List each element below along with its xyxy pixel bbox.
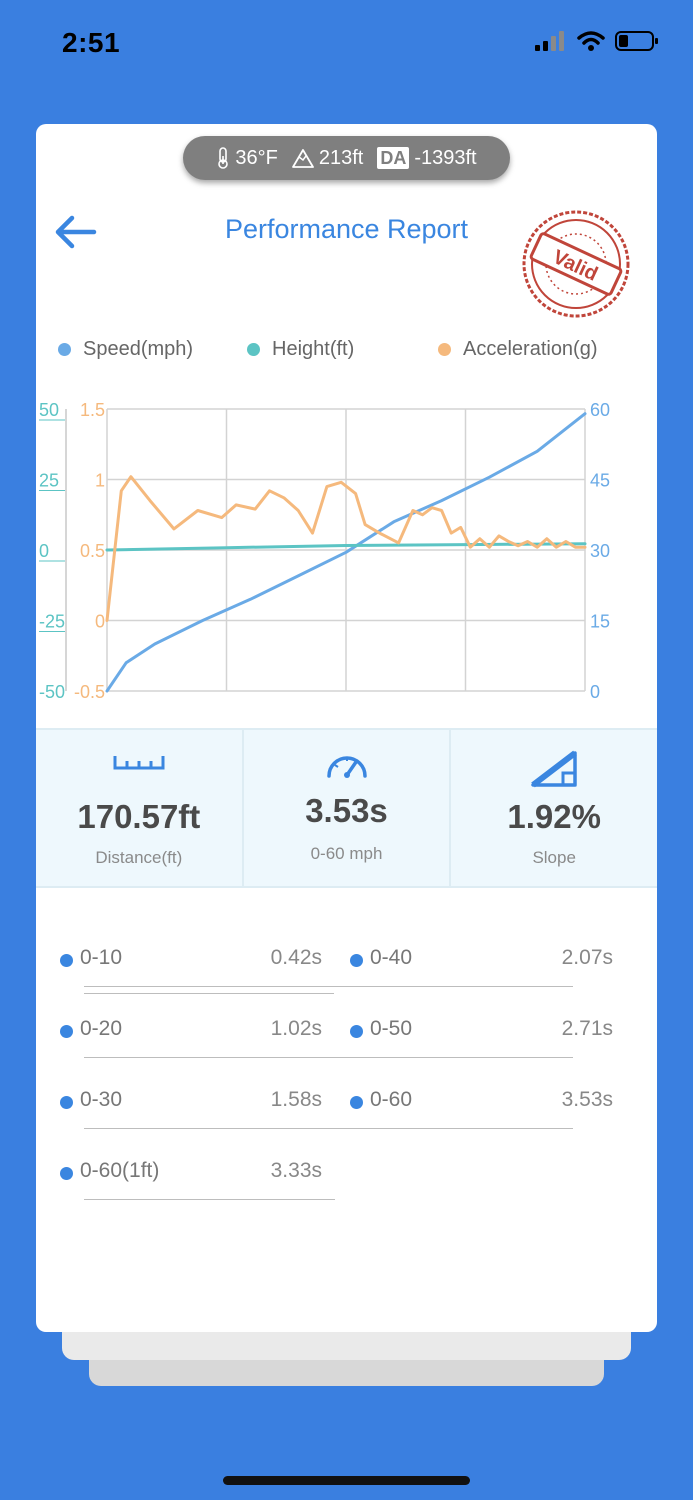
zero-to-sixty-label: 0-60 mph <box>310 844 383 863</box>
density-altitude-value: -1393ft <box>414 146 477 169</box>
height-series-line <box>105 542 587 552</box>
split-value: 1.58s <box>270 1088 322 1111</box>
split-value: 2.07s <box>561 946 613 969</box>
split-row: 0-60(1ft) 3.33s <box>36 1143 322 1193</box>
split-value: 0.42s <box>270 946 322 969</box>
right-axis-tick-label: 15 <box>590 612 610 632</box>
thermometer-icon <box>218 147 229 169</box>
slope-icon <box>531 750 577 788</box>
split-label: 0-60(1ft) <box>80 1159 160 1182</box>
legend-dot-acceleration <box>438 343 451 356</box>
split-value: 1.02s <box>270 1017 322 1040</box>
left-axis-tick-label: -25 <box>39 612 65 632</box>
acceleration-axis-tick-label: 0 <box>95 612 105 632</box>
valid-stamp: Valid <box>522 210 630 318</box>
legend-label-height: Height(ft) <box>272 338 355 360</box>
split-divider <box>84 986 573 987</box>
split-dot <box>350 1025 363 1038</box>
legend-item-acceleration: Acceleration(g) <box>438 338 598 361</box>
legend-item-speed: Speed(mph) <box>58 338 193 361</box>
report-card: 36°F 213ft DA -1393ft Performance Report… <box>36 124 657 1332</box>
zero-to-sixty-value: 3.53s <box>305 792 388 829</box>
temperature-value: 36°F <box>235 146 278 169</box>
performance-chart: 50 25 0 -25 -50 1.5 1 0.5 0 -0.5 60 45 30 15 0 <box>39 400 610 700</box>
environment-pill: 36°F 213ft DA -1393ft <box>183 136 510 180</box>
da-badge: DA <box>377 147 410 169</box>
distance-label: Distance(ft) <box>95 848 183 867</box>
split-row: 0-20 1.02s <box>36 1001 322 1051</box>
arrow-left-icon <box>55 215 97 249</box>
legend-label-acceleration: Acceleration(g) <box>463 338 598 360</box>
split-value: 3.33s <box>270 1159 322 1182</box>
left-axis-tick-label: 25 <box>39 471 59 491</box>
stat-slope: 1.92% Slope <box>449 730 657 886</box>
acceleration-axis-tick-label: 0.5 <box>80 541 105 561</box>
right-axis-tick-label: 45 <box>590 471 610 491</box>
split-row: 0-50 2.71s <box>326 1001 613 1051</box>
split-label: 0-60 <box>370 1088 413 1111</box>
stat-zero-to-sixty: 3.53s 0-60 mph <box>241 730 450 886</box>
split-dot <box>60 1096 73 1109</box>
split-label: 0-20 <box>80 1017 123 1040</box>
split-dot <box>60 1025 73 1038</box>
split-divider <box>84 993 334 994</box>
legend-dot-speed <box>58 343 71 356</box>
status-bar: 2:51 <box>0 0 693 90</box>
right-axis-tick-label: 0 <box>590 682 600 700</box>
stats-row: 170.57ft Distance(ft) 3.53s 0-60 mph 1.9… <box>36 728 657 888</box>
split-value: 2.71s <box>561 1017 613 1040</box>
slope-value: 1.92% <box>507 798 601 835</box>
legend-label-speed: Speed(mph) <box>83 338 194 360</box>
acceleration-axis-tick-label: 1.5 <box>80 400 105 420</box>
split-row: 0-10 0.42s <box>36 930 334 994</box>
speed-series-line <box>105 412 587 693</box>
acceleration-axis-tick-label: -0.5 <box>74 682 105 700</box>
split-label: 0-50 <box>370 1017 413 1040</box>
split-row: 0-60 3.53s <box>326 1072 613 1122</box>
status-icons <box>535 30 659 52</box>
density-altitude-item: DA -1393ft <box>377 146 477 170</box>
split-dot <box>350 1096 363 1109</box>
split-label: 0-10 <box>80 946 123 969</box>
distance-value: 170.57ft <box>77 798 201 835</box>
signal-icon <box>535 31 564 51</box>
split-divider <box>84 1199 335 1200</box>
split-divider <box>84 1057 573 1058</box>
legend-item-height: Height(ft) <box>247 338 354 361</box>
right-axis-tick-label: 30 <box>590 541 610 561</box>
chart-legend: Speed(mph) Height(ft) Acceleration(g) <box>36 338 657 368</box>
split-divider <box>84 1128 573 1129</box>
slope-label: Slope <box>532 848 576 867</box>
split-row: 0-30 1.58s <box>36 1072 322 1122</box>
split-value: 3.53s <box>561 1088 613 1111</box>
status-time: 2:51 <box>62 27 121 58</box>
mountain-icon <box>291 149 314 168</box>
split-dot <box>350 954 363 967</box>
right-axis-tick-label: 60 <box>590 400 610 420</box>
back-button[interactable] <box>52 212 100 252</box>
temperature-item: 36°F <box>216 146 278 170</box>
legend-dot-height <box>247 343 260 356</box>
split-label: 0-30 <box>80 1088 123 1111</box>
stat-distance: 170.57ft Distance(ft) <box>36 730 242 886</box>
split-label: 0-40 <box>370 946 413 969</box>
page-title: Performance Report <box>224 214 469 244</box>
acceleration-axis-tick-label: 1 <box>95 471 105 491</box>
wifi-icon <box>577 31 605 51</box>
split-dot <box>60 954 73 967</box>
altitude-item: 213ft <box>291 146 364 170</box>
acceleration-series-line <box>105 475 587 622</box>
battery-icon <box>615 31 658 51</box>
ruler-icon <box>113 756 165 770</box>
speedometer-icon <box>326 756 367 778</box>
split-dot <box>60 1167 73 1180</box>
home-indicator[interactable] <box>223 1476 470 1485</box>
split-row: 0-40 2.07s <box>326 930 613 980</box>
left-axis-tick-label: 50 <box>39 400 59 420</box>
left-axis-tick-label: -50 <box>39 682 65 700</box>
left-axis-tick-label: 0 <box>39 541 49 561</box>
altitude-value: 213ft <box>318 146 364 169</box>
